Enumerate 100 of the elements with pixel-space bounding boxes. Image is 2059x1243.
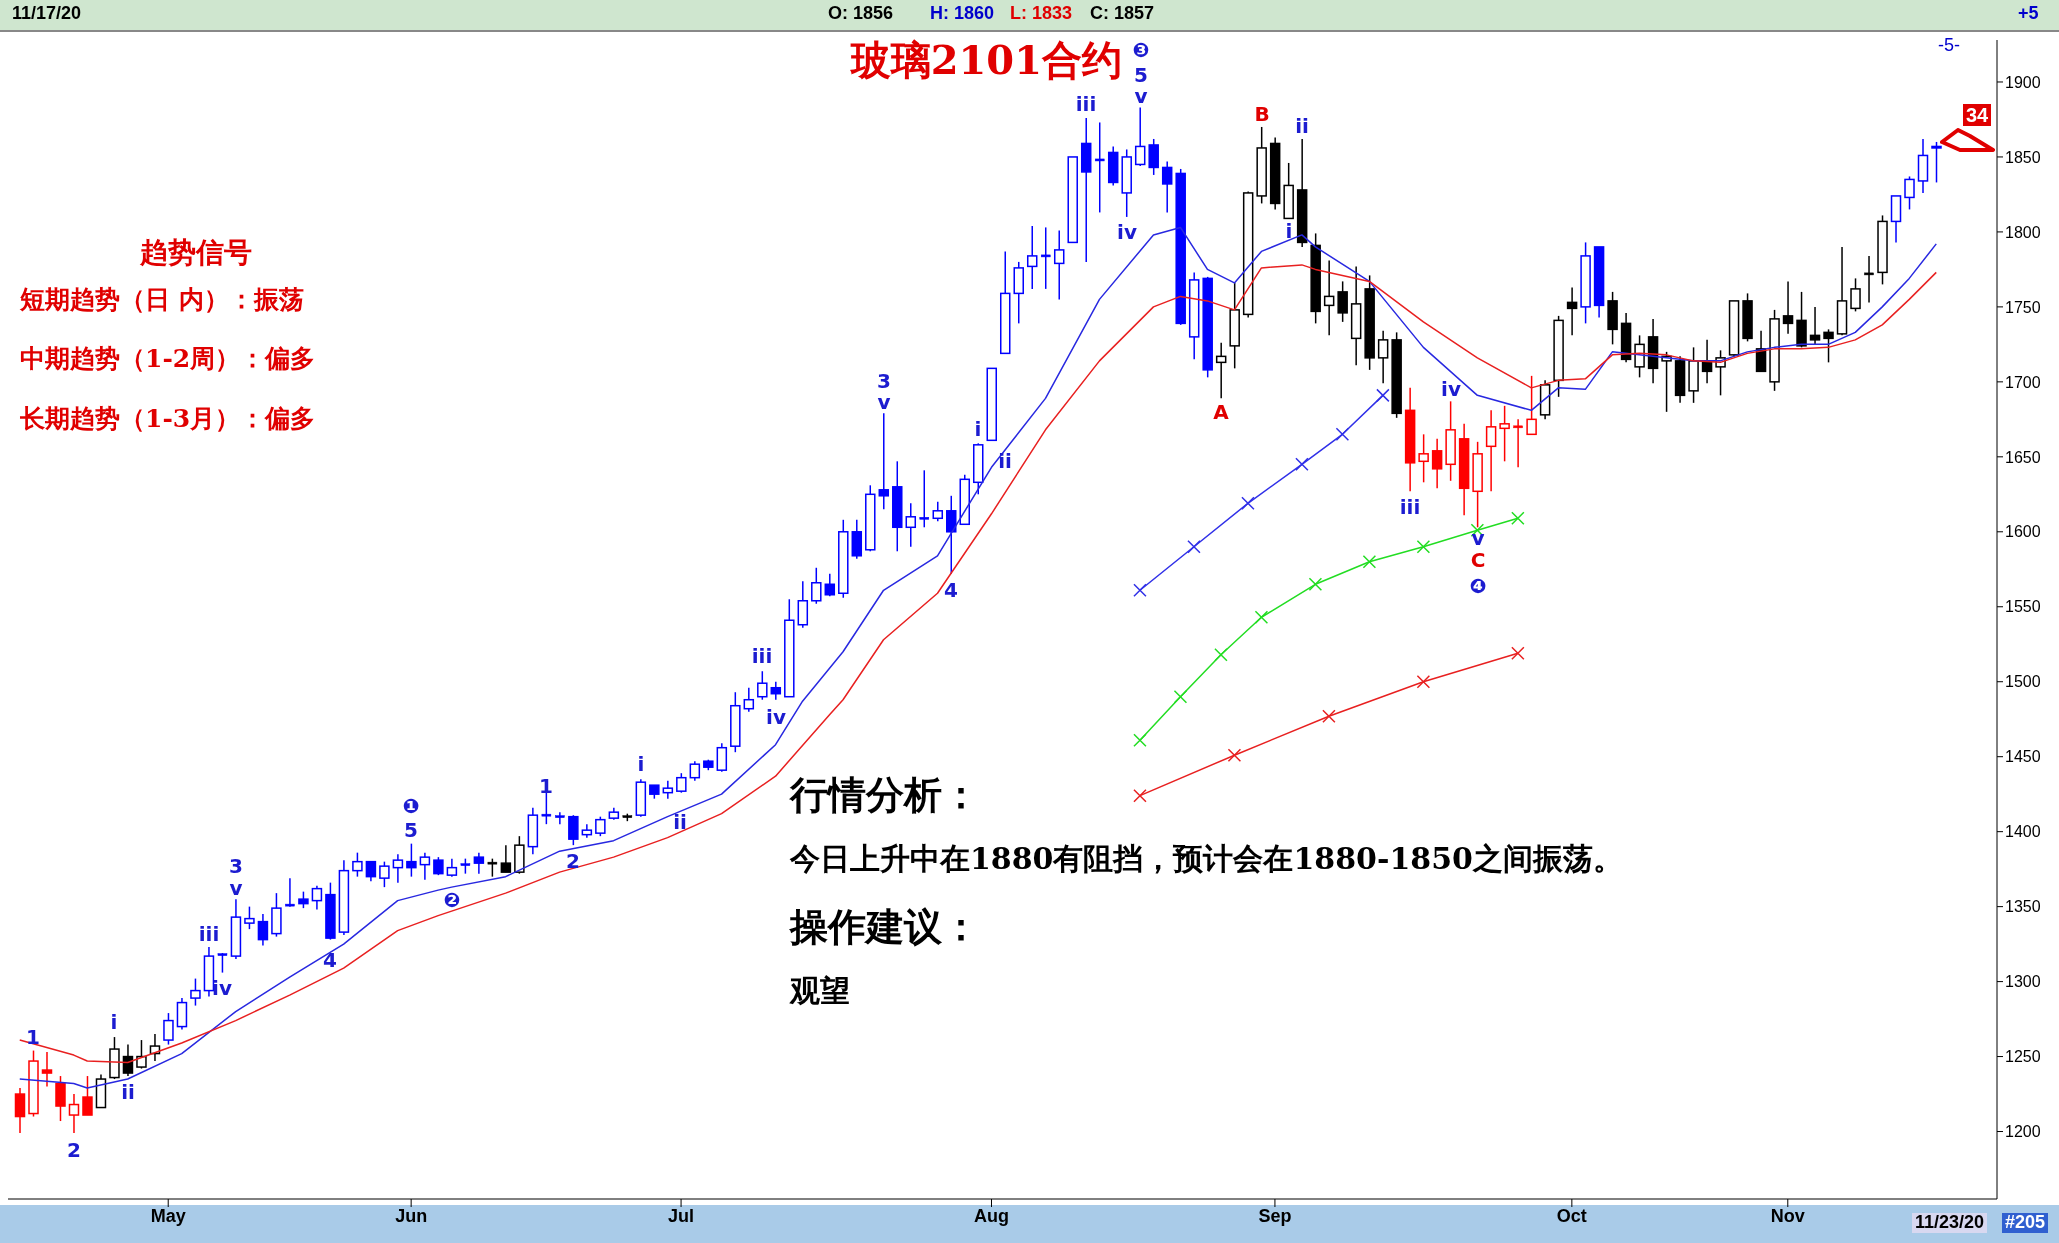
annotation: i: [110, 1010, 118, 1034]
annotation: iv: [212, 976, 232, 1000]
point: [1133, 788, 1147, 803]
y-tick-label: 1900: [2005, 73, 2041, 91]
annotation: iii: [1075, 92, 1097, 116]
annotation: 5: [404, 818, 418, 842]
annotation: iii: [751, 644, 773, 668]
candlestick: [1782, 280, 1794, 335]
y-tick-label: 1400: [2005, 823, 2041, 841]
annotation: ii: [673, 810, 687, 834]
candlestick: [1161, 160, 1173, 214]
candlestick: [757, 670, 768, 701]
annotation: v: [877, 390, 891, 414]
candlestick: [473, 851, 485, 875]
candlestick: [1566, 286, 1578, 337]
x-tick-label: Sep: [1258, 1205, 1292, 1226]
annotation: 4: [323, 948, 337, 972]
candlestick: [1850, 277, 1861, 313]
candlestick: [419, 851, 431, 881]
annotation: -5-: [1938, 35, 1960, 56]
candlestick: [1904, 175, 1915, 211]
candlestick: [1026, 225, 1038, 290]
candlestick: [190, 977, 201, 1007]
candlestick: [1513, 418, 1523, 469]
annotation: 1: [539, 774, 553, 798]
point: [1416, 540, 1431, 554]
candlestick: [1094, 121, 1105, 214]
candlestick: [595, 815, 606, 837]
x-tick-label: Oct: [1556, 1205, 1587, 1226]
annotation: 2: [566, 849, 580, 873]
point: [1295, 457, 1309, 472]
point: [1511, 646, 1525, 660]
annotation: ii: [1295, 114, 1309, 138]
point: [1376, 388, 1390, 403]
annotation: 4: [944, 578, 958, 602]
candlestick: [285, 877, 295, 908]
annotation: iv: [766, 705, 786, 729]
y-tick-label: 1350: [2005, 898, 2041, 916]
annotation: iii: [198, 922, 220, 946]
annotation: iv: [1441, 377, 1461, 401]
annotation: ❶: [402, 794, 420, 818]
annotation: A: [1213, 400, 1229, 424]
x-tick-label: Aug: [974, 1205, 1009, 1226]
x-tick-label: Nov: [1770, 1205, 1805, 1226]
y-tick-label: 1850: [2005, 148, 2041, 166]
annotation: B: [1254, 102, 1270, 126]
candlestick: [797, 580, 809, 629]
candlestick: [1485, 409, 1497, 493]
candlestick: [311, 884, 323, 911]
annotation: v: [229, 876, 243, 900]
candlestick: [82, 1075, 93, 1116]
point: [1335, 427, 1350, 442]
text: +5: [2018, 3, 2039, 24]
text: #205: [2002, 1212, 2049, 1233]
annotation: 5: [1134, 63, 1148, 87]
annotation: 观望: [790, 973, 850, 1008]
annotation: ❷: [443, 888, 461, 912]
point: [1322, 709, 1336, 723]
candlestick: [1148, 138, 1159, 176]
annotation: ❸: [1132, 38, 1150, 62]
candlestick: [1701, 339, 1713, 385]
point: [1133, 583, 1147, 598]
candlestick: [1053, 229, 1065, 301]
annotation: 今日上升中在1880有阻挡，预计会在1880-1850之间振荡。: [790, 841, 1623, 876]
candlestick: [176, 997, 188, 1031]
point: [1416, 674, 1431, 689]
candlestick: [743, 686, 755, 713]
annotation: i: [637, 752, 645, 776]
candlestick: [1499, 405, 1510, 463]
candlestick: [1809, 306, 1821, 346]
annotation: ❹: [1469, 574, 1487, 598]
candlestick: [500, 844, 512, 873]
annotation: i: [974, 417, 982, 441]
candlestick: [1134, 106, 1146, 167]
annotation: ii: [121, 1080, 135, 1104]
point: [1362, 555, 1377, 569]
y-tick-label: 1300: [2005, 973, 2041, 991]
annotation: v: [1134, 84, 1148, 108]
point: [1241, 496, 1255, 511]
x-tick-label: Jun: [395, 1205, 428, 1226]
candlestick: [568, 814, 579, 846]
point: [1187, 540, 1201, 554]
y-tick-label: 1450: [2005, 748, 2041, 766]
text: 34: [1963, 104, 1992, 126]
annotation: iii: [1399, 495, 1421, 519]
annotation: C: [1470, 548, 1486, 572]
annotation: i: [1285, 219, 1293, 243]
candlestick: [716, 742, 728, 773]
text: O: 1856: [828, 3, 894, 24]
point: [1173, 689, 1188, 704]
text: L: 1833: [1010, 3, 1073, 24]
annotation: 2: [67, 1138, 81, 1162]
annotation: 3: [877, 369, 891, 393]
candlestick: [689, 760, 701, 782]
y-tick-label: 1800: [2005, 223, 2041, 241]
candlestick: [41, 1051, 53, 1088]
y-tick-label: 1250: [2005, 1048, 2041, 1066]
point: [1133, 733, 1147, 747]
annotation: 1: [26, 1025, 40, 1049]
candlestick: [1040, 226, 1051, 290]
